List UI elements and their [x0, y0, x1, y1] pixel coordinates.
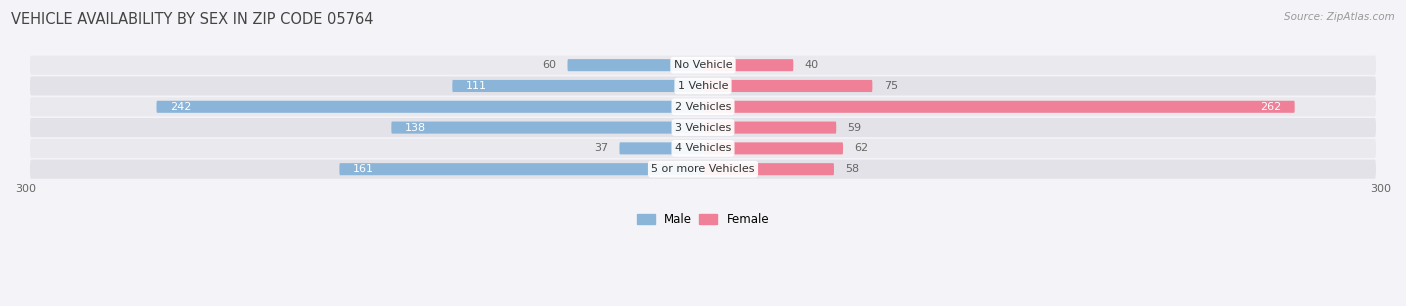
Legend: Male, Female: Male, Female	[637, 213, 769, 226]
Text: 138: 138	[405, 123, 426, 132]
Text: 262: 262	[1260, 102, 1281, 112]
Text: 2 Vehicles: 2 Vehicles	[675, 102, 731, 112]
Text: 40: 40	[804, 60, 818, 70]
Text: Source: ZipAtlas.com: Source: ZipAtlas.com	[1284, 12, 1395, 22]
FancyBboxPatch shape	[568, 59, 703, 71]
FancyBboxPatch shape	[156, 101, 703, 113]
FancyBboxPatch shape	[703, 80, 872, 92]
FancyBboxPatch shape	[339, 163, 703, 175]
FancyBboxPatch shape	[30, 118, 1376, 137]
FancyBboxPatch shape	[30, 56, 1376, 75]
Text: 4 Vehicles: 4 Vehicles	[675, 144, 731, 153]
Text: 62: 62	[855, 144, 869, 153]
Text: 3 Vehicles: 3 Vehicles	[675, 123, 731, 132]
FancyBboxPatch shape	[703, 59, 793, 71]
FancyBboxPatch shape	[703, 163, 834, 175]
FancyBboxPatch shape	[620, 142, 703, 155]
FancyBboxPatch shape	[453, 80, 703, 92]
FancyBboxPatch shape	[703, 142, 844, 155]
Text: 58: 58	[845, 164, 859, 174]
Text: 111: 111	[465, 81, 486, 91]
Text: 161: 161	[353, 164, 374, 174]
Text: VEHICLE AVAILABILITY BY SEX IN ZIP CODE 05764: VEHICLE AVAILABILITY BY SEX IN ZIP CODE …	[11, 12, 374, 27]
FancyBboxPatch shape	[391, 121, 703, 134]
Text: 59: 59	[848, 123, 862, 132]
FancyBboxPatch shape	[30, 139, 1376, 158]
Text: 242: 242	[170, 102, 191, 112]
FancyBboxPatch shape	[703, 101, 1295, 113]
FancyBboxPatch shape	[703, 121, 837, 134]
FancyBboxPatch shape	[30, 160, 1376, 179]
FancyBboxPatch shape	[30, 76, 1376, 95]
FancyBboxPatch shape	[30, 97, 1376, 116]
Text: 37: 37	[593, 144, 609, 153]
Text: 5 or more Vehicles: 5 or more Vehicles	[651, 164, 755, 174]
Text: No Vehicle: No Vehicle	[673, 60, 733, 70]
Text: 1 Vehicle: 1 Vehicle	[678, 81, 728, 91]
Text: 75: 75	[883, 81, 898, 91]
Text: 60: 60	[543, 60, 557, 70]
